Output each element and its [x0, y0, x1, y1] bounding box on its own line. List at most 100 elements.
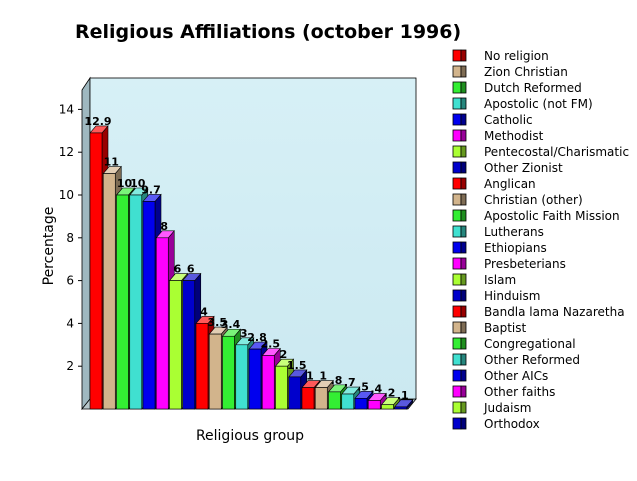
- legend-swatch: [452, 97, 462, 110]
- legend-swatch-side: [460, 417, 467, 430]
- legend-swatch-side: [460, 385, 467, 398]
- data-label: 9.7: [141, 183, 161, 196]
- legend-swatch-side: [460, 97, 467, 110]
- legend-swatch-side: [460, 145, 467, 158]
- legend-swatch: [452, 321, 462, 334]
- legend-label: Apostolic (not FM): [484, 97, 593, 111]
- legend-swatch-side: [460, 353, 467, 366]
- legend-label: Orthodox: [484, 417, 540, 431]
- legend-item: Lutherans: [452, 225, 544, 239]
- legend-label: Judaism: [483, 401, 531, 415]
- data-label: 2.5: [261, 338, 281, 351]
- legend-item: Ethiopians: [452, 241, 547, 255]
- data-label: 3: [240, 327, 248, 340]
- legend-swatch-side: [460, 177, 467, 190]
- data-label: .8: [331, 374, 343, 387]
- data-label: 10: [130, 177, 146, 190]
- legend-label: Zion Christian: [484, 65, 568, 79]
- legend-swatch: [452, 81, 462, 94]
- y-tick-label: 2: [66, 359, 74, 373]
- legend-swatch-side: [460, 209, 467, 222]
- legend-swatch-side: [460, 241, 467, 254]
- legend-swatch: [452, 417, 462, 430]
- legend-swatch-side: [460, 305, 467, 318]
- legend-label: Bandla lama Nazaretha: [484, 305, 625, 319]
- legend-label: Hinduism: [484, 289, 540, 303]
- data-label: 2.8: [247, 331, 267, 344]
- legend-swatch-side: [460, 129, 467, 142]
- legend-swatch: [452, 65, 462, 78]
- legend-swatch: [452, 241, 462, 254]
- legend-item: Orthodox: [452, 417, 540, 431]
- legend-label: Other faiths: [484, 385, 555, 399]
- legend-label: Presbeterians: [484, 257, 566, 271]
- legend-item: Other faiths: [452, 385, 555, 399]
- data-label: .5: [357, 380, 369, 393]
- legend-swatch: [452, 193, 462, 206]
- y-axis: 2 4 6 8 10 12 14: [59, 102, 82, 373]
- data-label: 1: [319, 370, 327, 383]
- legend-label: Baptist: [484, 321, 526, 335]
- legend-swatch: [452, 129, 462, 142]
- legend-swatch: [452, 401, 462, 414]
- legend-label: Catholic: [484, 113, 533, 127]
- legend-item: Other AICs: [452, 369, 548, 383]
- legend-item: Other Reformed: [452, 353, 580, 367]
- legend-item: Apostolic (not FM): [452, 97, 593, 111]
- data-label: .4: [370, 382, 382, 395]
- legend-swatch: [452, 177, 462, 190]
- legend-label: Christian (other): [484, 193, 583, 207]
- data-label: .2: [384, 387, 396, 400]
- legend-label: Methodist: [484, 129, 544, 143]
- legend-swatch-side: [460, 257, 467, 270]
- legend-swatch-side: [460, 401, 467, 414]
- data-label: 8: [160, 220, 168, 233]
- legend-item: Judaism: [452, 401, 531, 415]
- legend-swatch: [452, 289, 462, 302]
- legend-item: Presbeterians: [452, 257, 566, 271]
- legend-label: No religion: [484, 49, 549, 63]
- y-axis-title: Percentage: [41, 207, 57, 286]
- legend-swatch-side: [460, 193, 467, 206]
- legend-label: Other AICs: [484, 369, 548, 383]
- legend-item: Anglican: [452, 177, 536, 191]
- legend-swatch: [452, 113, 462, 126]
- legend-label: Ethiopians: [484, 241, 547, 255]
- legend-swatch: [452, 273, 462, 286]
- legend-item: Islam: [452, 273, 516, 287]
- legend-swatch: [452, 337, 462, 350]
- legend-swatch-side: [460, 49, 467, 62]
- chart-title: Religious Affiliations (october 1996): [75, 21, 461, 43]
- legend-swatch-side: [460, 81, 467, 94]
- legend-label: Anglican: [484, 177, 536, 191]
- data-label: 2: [280, 348, 288, 361]
- legend-label: Apostolic Faith Mission: [484, 209, 620, 223]
- data-label: 12.9: [84, 115, 111, 128]
- legend-item: Congregational: [452, 337, 576, 351]
- legend-swatch-side: [460, 289, 467, 302]
- legend-swatch-side: [460, 321, 467, 334]
- legend-label: Congregational: [484, 337, 576, 351]
- legend-swatch: [452, 225, 462, 238]
- legend-item: Other Zionist: [452, 161, 563, 175]
- y-tick-label: 10: [59, 188, 74, 202]
- x-axis-title: Religious group: [196, 428, 304, 444]
- legend-item: No religion: [452, 49, 549, 63]
- legend-item: Pentecostal/Charismatic: [452, 145, 629, 159]
- data-label: 10: [117, 177, 133, 190]
- legend-item: Methodist: [452, 129, 544, 143]
- legend-swatch-side: [460, 273, 467, 286]
- data-label: 11: [104, 156, 119, 169]
- legend-swatch: [452, 209, 462, 222]
- data-label: 4: [200, 305, 208, 318]
- data-label: 1: [306, 370, 314, 383]
- legend-swatch: [452, 161, 462, 174]
- data-label: 6: [187, 263, 195, 276]
- legend-label: Islam: [484, 273, 516, 287]
- y-tick-label: 14: [59, 102, 74, 116]
- y-tick-label: 8: [66, 231, 74, 245]
- legend-label: Other Zionist: [484, 161, 563, 175]
- legend-swatch: [452, 369, 462, 382]
- legend-item: Christian (other): [452, 193, 583, 207]
